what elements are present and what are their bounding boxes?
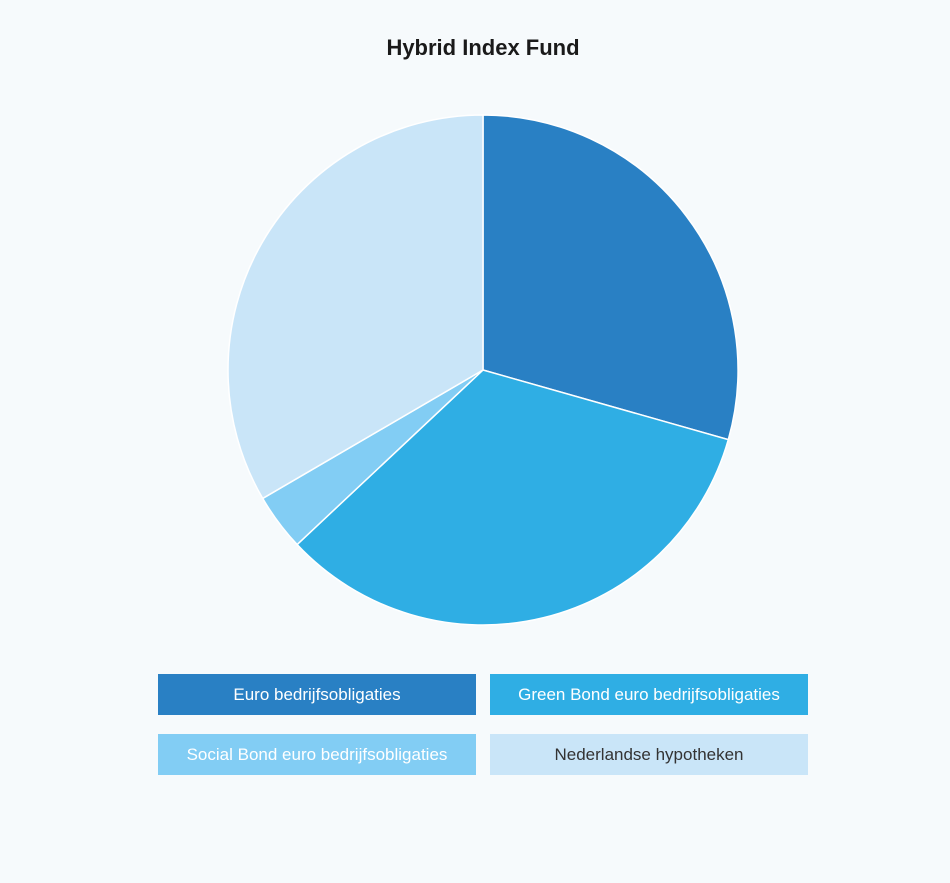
legend-label: Green Bond euro bedrijfsobligaties (518, 685, 780, 704)
legend-label: Social Bond euro bedrijfsobligaties (187, 745, 448, 764)
legend-swatch (490, 674, 808, 715)
legend-swatch (158, 734, 476, 775)
pie-slice (482, 114, 739, 441)
chart-title: Hybrid Index Fund (386, 35, 579, 60)
legend-label: Euro bedrijfsobligaties (233, 685, 400, 704)
legend-swatch (490, 734, 808, 775)
pie-slice (227, 114, 484, 500)
legend-label: Nederlandse hypotheken (554, 745, 743, 764)
legend-swatch (158, 674, 476, 715)
pie-slice (296, 369, 730, 626)
